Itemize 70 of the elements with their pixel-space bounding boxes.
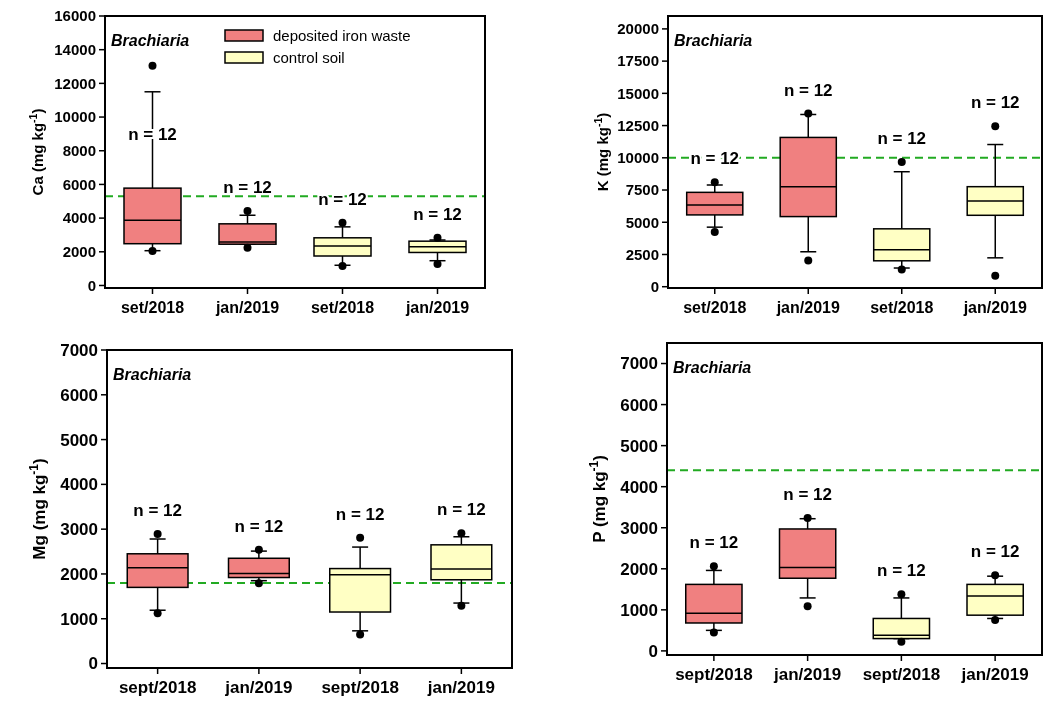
annotation: Brachiaria	[674, 32, 753, 49]
annotation: n = 12	[133, 501, 182, 521]
y-tick-label: 2000	[620, 559, 658, 579]
y-tick-label: 1000	[60, 609, 98, 629]
y-tick-label: 2500	[625, 245, 659, 263]
annotation: n = 12	[689, 533, 739, 553]
legend-label: control soil	[273, 49, 345, 67]
annotation: n = 12	[413, 204, 462, 224]
y-tick-label: 10000	[617, 149, 659, 167]
legend-label: deposited iron waste	[273, 27, 411, 45]
y-tick-label: 15000	[617, 84, 659, 102]
y-tick-label: 0	[648, 641, 658, 661]
x-tick-label: jan/2019	[426, 678, 495, 697]
annotation: n = 12	[783, 484, 832, 504]
annotation: Brachiaria	[113, 366, 192, 383]
x-tick-label: jan/2019	[773, 665, 842, 684]
x-tick-label: sept/2018	[321, 678, 399, 697]
y-tick-label: 1000	[620, 600, 658, 620]
x-tick-label: set/2018	[683, 299, 747, 316]
x-tick-label: jan/2019	[962, 299, 1027, 316]
y-tick-label: 2000	[60, 564, 98, 584]
y-tick-label: 4000	[62, 209, 96, 227]
annotation: n = 12	[335, 504, 385, 524]
annotation: n = 12	[234, 516, 284, 536]
x-tick-label: sept/2018	[675, 665, 753, 684]
y-tick-label: 3000	[60, 520, 98, 540]
annotation: n = 12	[970, 542, 1020, 562]
annotation: n = 12	[223, 178, 272, 198]
y-tick-label: 5000	[625, 213, 659, 231]
annotation: n = 12	[783, 80, 833, 100]
annotation: n = 12	[318, 189, 367, 209]
y-tick-label: 2000	[62, 243, 96, 261]
annotation: Brachiaria	[111, 32, 190, 49]
y-tick-label: 10000	[54, 108, 96, 126]
annotation: Brachiaria	[673, 359, 752, 376]
y-tick-label: 0	[88, 654, 98, 674]
y-tick-label: 12000	[54, 74, 96, 92]
y-tick-label: 14000	[54, 40, 96, 58]
y-tick-label: 0	[650, 277, 659, 295]
y-tick-label: 4000	[620, 477, 658, 497]
y-tick-label: 5000	[60, 430, 98, 450]
x-tick-label: jan/2019	[214, 299, 280, 316]
y-tick-label: 3000	[620, 518, 658, 538]
x-tick-label: jan/2019	[404, 299, 470, 316]
annotation: n = 12	[877, 561, 926, 581]
x-tick-label: set/2018	[310, 299, 375, 316]
x-tick-label: jan/2019	[224, 678, 293, 697]
x-tick-label: jan/2019	[960, 665, 1029, 684]
annotation: n = 12	[877, 129, 927, 149]
x-tick-label: jan/2019	[775, 299, 840, 316]
y-tick-label: 16000	[54, 7, 96, 25]
y-tick-label: 6000	[62, 175, 96, 193]
x-tick-label: sept/2018	[862, 665, 941, 684]
y-tick-label: 7000	[620, 354, 658, 374]
annotation: n = 12	[970, 93, 1020, 113]
y-tick-label: 7000	[60, 340, 98, 360]
y-tick-label: 6000	[60, 385, 98, 405]
x-tick-label: set/2018	[120, 299, 185, 316]
y-tick-label: 5000	[620, 436, 658, 456]
y-tick-label: 12500	[617, 116, 659, 134]
annotation: n = 12	[437, 500, 486, 520]
y-tick-label: 0	[87, 276, 96, 294]
y-tick-label: 4000	[60, 475, 98, 495]
x-tick-label: set/2018	[870, 299, 934, 316]
y-tick-label: 7500	[625, 181, 659, 199]
y-tick-label: 8000	[62, 141, 96, 159]
x-tick-label: sept/2018	[118, 678, 197, 697]
y-tick-label: 20000	[617, 20, 659, 38]
y-tick-label: 6000	[620, 395, 658, 415]
y-tick-label: 17500	[617, 52, 659, 70]
